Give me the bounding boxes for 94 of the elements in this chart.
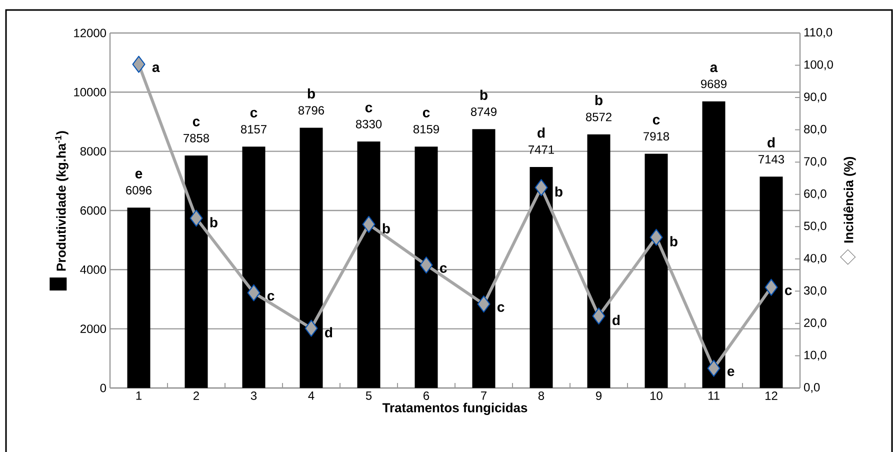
y-tick-label: 4000 [80,265,106,274]
data-label: 8749 [470,108,496,116]
point [420,256,433,274]
data-label: b [555,186,562,197]
data-label: a [152,64,160,72]
x-tick-label: 12 [766,392,778,400]
data-label: 6096 [126,186,152,194]
annotation: b [308,88,315,99]
bar [760,176,783,388]
annotation: d [538,128,545,138]
point [534,179,548,196]
y-tick-label: 2000 [80,324,106,334]
y2-tick-label: 110,0 [804,28,832,38]
point [362,216,376,233]
x-tick-label: 2 [194,392,199,400]
x-tick-label: 6 [424,392,430,400]
y2-tick-label: 0,0 [804,383,820,393]
annotation: c [250,110,258,118]
data-label: 7918 [644,132,670,141]
annotation: c [192,118,200,126]
y2-axis-title: Incidência (%) [843,156,856,243]
x-tick-label: 5 [366,392,372,400]
point [592,308,606,325]
point [650,228,663,246]
bar [644,154,668,388]
point [304,320,318,337]
x-tick-label: 8 [538,392,544,400]
point [247,284,260,302]
data-label: 8796 [298,106,324,115]
data-label: d [612,314,620,326]
annotation: d [768,137,775,148]
data-label: e [728,368,734,376]
data-label: b [210,217,218,228]
annotation: e [135,170,142,178]
bar [530,166,553,388]
y2-tick-label: 100,0 [804,60,833,70]
x-tick-label: 9 [596,392,602,400]
x-tick-label: 4 [308,392,314,400]
x-axis-title: Tratamentos fungicidas [382,402,528,415]
annotation: b [480,90,488,100]
y2-tick-label: 80,0 [804,124,826,135]
x-tick-label: 11 [708,392,720,400]
bar [300,128,323,388]
data-label: d [325,327,332,338]
annotation: a [710,64,718,72]
data-label: 9689 [701,80,726,88]
bar [127,208,150,388]
data-label: 7858 [184,134,210,142]
y2-tick-label: 10,0 [804,350,826,361]
x-tick-label: 3 [250,392,257,400]
y2-tick-label: 90,0 [804,92,826,102]
data-label: 8159 [413,124,439,134]
bar [184,156,208,388]
x-tick-label: 7 [481,392,486,400]
y-tick-label: 6000 [80,206,106,215]
data-label: 8157 [240,125,266,134]
y-tick-label: 0 [100,384,106,392]
annotation: c [365,104,372,112]
data-label: c [498,304,504,312]
data-label: b [382,223,390,234]
annotation: c [422,110,430,118]
bar [242,146,266,388]
x-tick-label: 10 [650,392,662,400]
annotation: b [595,94,602,106]
point [132,56,146,73]
bar [357,142,380,388]
y-tick-label: 12000 [74,28,106,38]
data-label: 8572 [586,112,612,122]
data-label: 7143 [758,155,784,164]
y2-tick-label: 50,0 [804,222,826,232]
annotation: c [652,116,660,125]
bar [414,146,438,388]
y2-tick-label: 70,0 [804,157,826,168]
point [190,210,203,227]
bar [587,134,610,388]
x-tick-label: 1 [136,392,142,400]
data-label: c [268,292,274,301]
bar [702,101,726,388]
y-tick-label: 8000 [80,147,106,156]
point [477,296,490,313]
y2-tick-label: 20,0 [804,318,826,328]
data-label: c [440,265,447,273]
data-label: 7471 [528,146,554,154]
data-label: b [670,236,678,246]
y-axis-title: Produtividade (kg.ha$^{-1}$) [55,131,68,271]
y2-tick-label: 60,0 [804,189,826,200]
bar [472,129,496,388]
data-label: 8330 [356,120,382,128]
y2-tick-label: 30,0 [804,286,826,296]
y-tick-label: 10000 [74,88,106,96]
point [764,278,778,296]
point [707,360,720,377]
data-label: c [785,287,792,296]
y2-tick-label: 40,0 [804,254,826,264]
